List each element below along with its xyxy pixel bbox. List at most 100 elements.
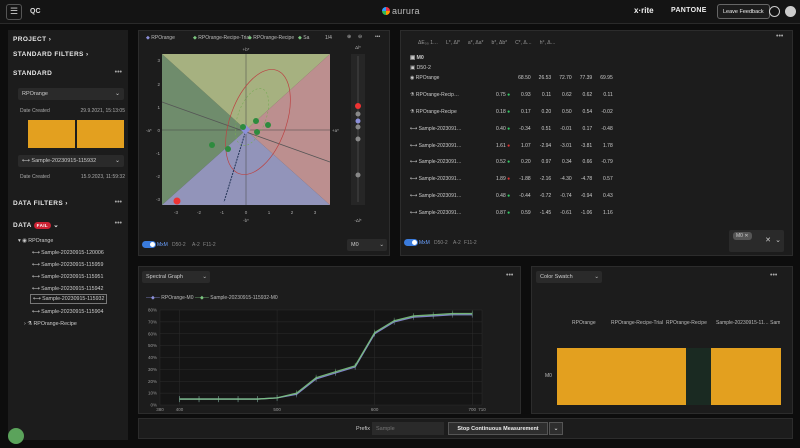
standard-filters-header[interactable]: STANDARD FILTERS › xyxy=(13,51,89,58)
standard-more-icon[interactable]: ••• xyxy=(115,69,122,76)
tree-sample[interactable]: ⟷ Sample-20230915-115904 xyxy=(32,309,103,315)
column-header[interactable]: ΔE₀₀ 1… xyxy=(414,37,442,49)
data-filters-more-icon[interactable]: ••• xyxy=(115,199,122,206)
cell-value: 0.17 xyxy=(582,126,592,132)
stop-measurement-button[interactable]: Stop Continuous Measurement xyxy=(448,422,548,435)
table-row[interactable]: ⚗ RPOrange-Recipe 0.18 ● 0.17 0.20 0.50 0.54-… xyxy=(406,104,617,121)
tree-sample[interactable]: ⟷ Sample-20230915-115942 xyxy=(32,286,103,292)
table-illuminant-pill[interactable]: A-2 xyxy=(453,240,461,246)
swatch-more-icon[interactable]: ••• xyxy=(770,272,794,279)
illuminant-pill[interactable]: D50-2 xyxy=(172,242,186,248)
lightness-point-red[interactable] xyxy=(355,103,361,109)
filter-chip[interactable]: M0 ✕ xyxy=(733,232,752,240)
table-row[interactable]: ⚗ RPOrange-Recip… 0.75 ● 0.93 0.11 0.62 0.62 0… xyxy=(406,87,617,104)
date-created-label: Date Created xyxy=(20,108,50,114)
tree-sample[interactable]: ⟷ Sample-20230915-115951 xyxy=(32,274,103,280)
user-avatar-icon[interactable] xyxy=(785,6,796,17)
illuminant-pill[interactable]: F11-2 xyxy=(203,242,216,248)
table-more-icon[interactable]: ••• xyxy=(776,33,794,40)
zoom-in-icon[interactable]: ⊕ xyxy=(347,34,351,40)
plot-illuminant-select[interactable]: M0 ⌄ xyxy=(347,239,387,251)
lightness-point[interactable] xyxy=(356,125,361,130)
sample-point[interactable] xyxy=(253,118,259,124)
legend-page[interactable]: 1/4 xyxy=(325,35,332,41)
chevron-down-icon[interactable]: ⌄ xyxy=(775,235,781,247)
data-more-icon[interactable]: ••• xyxy=(115,220,122,227)
sample-point[interactable] xyxy=(254,129,260,135)
table-mxm-toggle[interactable] xyxy=(404,239,418,246)
sample-point-red[interactable] xyxy=(174,198,181,205)
table-row[interactable]: ◉ RPOrange 68.50 26.53 72.70 77.39 69.95 xyxy=(406,70,617,87)
table-illuminant-pill[interactable]: D50-2 xyxy=(434,240,448,246)
tree-sample-selected[interactable]: ⟷ Sample-20230915-115932 xyxy=(30,294,107,304)
tree-sample[interactable]: ⟷ Sample-20230915-120006 xyxy=(32,250,104,256)
tree-root[interactable]: ▾ ◉ RPOrange xyxy=(18,238,53,244)
spectral-chart[interactable]: 80% 70% 60% 50% 40% 30% 20% 10% 0%380 400 500 600 70… xyxy=(142,305,517,413)
plot-legend-item[interactable]: ◆ Sa xyxy=(298,35,309,41)
column-header[interactable]: C*, Δ… xyxy=(511,37,536,49)
column-header[interactable]: h°, Δ… xyxy=(536,37,560,49)
lightness-point[interactable] xyxy=(356,112,361,117)
swatch-dark-block[interactable] xyxy=(686,348,711,405)
lightness-point[interactable] xyxy=(356,137,361,142)
cell-value: 1.89 xyxy=(496,176,506,182)
data-filters-header[interactable]: DATA FILTERS › xyxy=(13,200,68,207)
mxm-toggle[interactable] xyxy=(142,241,156,248)
data-header[interactable]: DATA FAIL ⌄ xyxy=(13,221,59,229)
leave-feedback-button[interactable]: Leave Feedback xyxy=(717,4,770,19)
menu-icon[interactable]: ☰ xyxy=(6,4,22,20)
table-illuminant-pill[interactable]: F11-2 xyxy=(464,240,477,246)
plot-legend-item[interactable]: ◆ RPOrange-Recipe xyxy=(248,35,294,41)
table-row[interactable]: ⟷ Sample-2023091… 1.89 ● -1.88 -2.16 -4.30 -4… xyxy=(406,171,617,188)
sample-select[interactable]: ⟷ Sample-20230915-115932 ⌄ xyxy=(18,155,124,167)
table-mxm-label: MxM xyxy=(419,240,430,246)
swatch-orange-block[interactable] xyxy=(557,348,686,405)
tree-recipe[interactable]: › ⚗ RPOrange-Recipe xyxy=(24,321,77,327)
table-cell: -0.94 xyxy=(576,188,597,205)
table-row[interactable]: ⟷ Sample-2023091… 0.40 ● -0.34 0.51 -0.01 0.1… xyxy=(406,120,617,137)
swatch-orange-block-2[interactable] xyxy=(711,348,781,405)
sample-point[interactable] xyxy=(265,122,271,128)
x-tick-label: 400 xyxy=(176,407,184,412)
measurement-options-chevron-icon[interactable]: ⌄ xyxy=(549,422,563,435)
pantone-logo: PANTONE xyxy=(671,7,707,14)
xrite-logo: x·rite xyxy=(634,6,654,15)
swatch-type-select[interactable]: Color Swatch ⌄ xyxy=(536,271,602,283)
spectral-legend-item[interactable]: —◆— RPOrange-M0 xyxy=(146,295,193,301)
sample-point[interactable] xyxy=(209,142,215,148)
plot-legend-item[interactable]: ◆ RPOrange-Recipe-Trial xyxy=(193,35,250,41)
ab-plot[interactable]: +b* -b* -a* +a* -3 -2 -1 0 1 2 3 3 2 1 0… xyxy=(140,42,386,232)
standard-select[interactable]: RPOrange ⌄ xyxy=(18,88,124,100)
plot-more-icon[interactable]: ••• xyxy=(375,34,380,40)
app-title: QC xyxy=(30,8,41,15)
cell-value: -2.94 xyxy=(540,143,551,149)
globe-icon[interactable] xyxy=(769,6,780,17)
table-row[interactable]: ⟷ Sample-2023091… 0.87 ● 0.59 -1.45 -0.61 -1.… xyxy=(406,204,617,221)
column-header[interactable]: a*, Δa* xyxy=(464,37,488,49)
table-filter-select[interactable]: M0 ✕ ✕ ⌄ xyxy=(729,230,784,252)
sample-point[interactable] xyxy=(240,124,246,130)
plot-legend-item[interactable]: ◆ RPOrange xyxy=(146,35,175,41)
lightness-point[interactable] xyxy=(356,173,361,178)
column-header[interactable]: L*, Δl* xyxy=(442,37,464,49)
prefix-input[interactable] xyxy=(372,422,444,435)
table-row[interactable]: ⟷ Sample-2023091… 0.48 ● -0.44 -0.72 -0.74 -0… xyxy=(406,188,617,205)
graph-type-select[interactable]: Spectral Graph ⌄ xyxy=(142,271,210,283)
table-cell: -0.48 xyxy=(596,120,617,137)
cell-value: 0.20 xyxy=(541,109,551,115)
spectral-legend-item[interactable]: —◆— Sample-20230915-115932-M0 xyxy=(195,295,278,301)
help-assistant-icon[interactable] xyxy=(8,428,24,444)
lightness-scale: Δl* -Δl* xyxy=(351,45,365,223)
illuminant-pill[interactable]: A-2 xyxy=(192,242,200,248)
legend-line-icon: —◆— xyxy=(195,295,209,301)
sample-point[interactable] xyxy=(225,146,231,152)
table-row[interactable]: ⟷ Sample-2023091… 0.52 ● 0.20 0.97 0.34 0.66-… xyxy=(406,154,617,171)
column-header[interactable]: b*, Δb* xyxy=(487,37,511,49)
zoom-out-icon[interactable]: ⊖ xyxy=(358,34,362,40)
table-row[interactable]: ⟷ Sample-2023091… 1.61 ● 1.07 -2.94 -3.01 -3.… xyxy=(406,137,617,154)
table-group-m0[interactable]: ▣ M0 xyxy=(410,55,424,61)
clear-icon[interactable]: ✕ xyxy=(765,235,771,247)
lightness-point-standard[interactable] xyxy=(356,119,361,124)
tree-sample[interactable]: ⟷ Sample-20230915-115959 xyxy=(32,262,103,268)
project-header[interactable]: PROJECT › xyxy=(13,36,51,43)
